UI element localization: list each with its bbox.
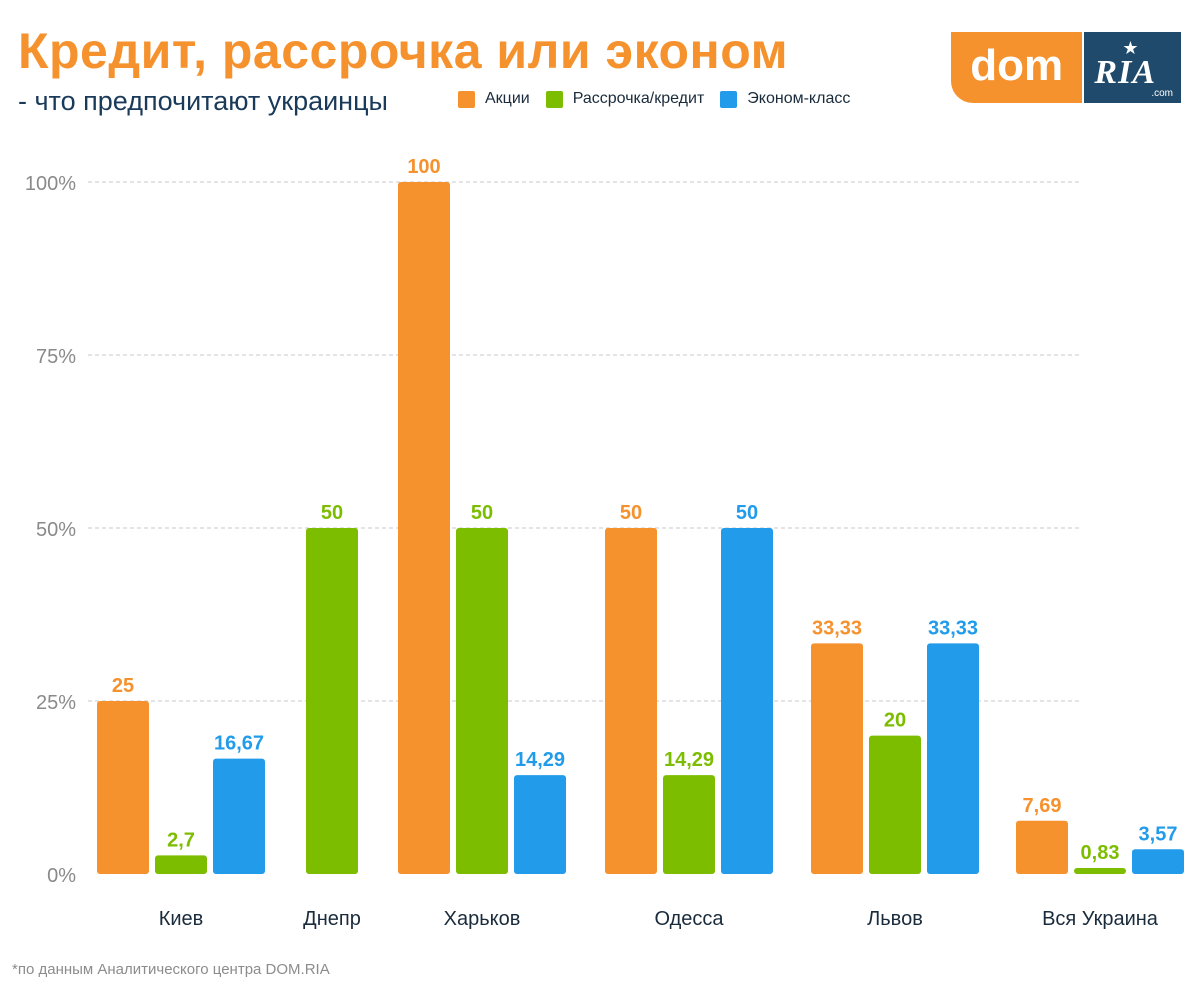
legend: Акции Рассрочка/кредит Эконом-класс: [458, 90, 850, 108]
data-label: 50: [736, 502, 758, 524]
data-label: 25: [112, 675, 134, 697]
legend-item-aktsii: Акции: [458, 90, 530, 108]
data-label: 100: [407, 156, 440, 178]
logo-com-text: .com: [1151, 88, 1173, 99]
bar: [456, 528, 508, 874]
bar: [155, 855, 207, 874]
legend-swatch-aktsii: [458, 90, 475, 108]
x-category-label: Киев: [159, 908, 204, 930]
data-label: 20: [884, 710, 906, 732]
legend-label-rassrochka: Рассрочка/кредит: [572, 90, 705, 107]
footnote: *по данным Аналитического центра DOM.RIA: [12, 961, 330, 978]
bar: [1074, 868, 1126, 874]
chart-title: Кредит, рассрочка или эконом: [18, 23, 789, 79]
legend-label-ekonom: Эконом-класс: [747, 90, 851, 107]
legend-swatch-rassrochka: [545, 90, 563, 108]
data-label: 14,29: [664, 749, 714, 771]
data-label: 33,33: [928, 617, 978, 639]
bar: [1016, 820, 1068, 874]
data-label: 50: [471, 502, 493, 524]
x-category-label: Вся Украина: [1042, 908, 1159, 930]
data-label: 0,83: [1081, 842, 1120, 864]
data-label: 14,29: [515, 749, 565, 771]
data-label: 2,7: [167, 829, 195, 851]
domria-logo: dom ★ RIA .com: [951, 32, 1181, 103]
y-tick-label: 50%: [36, 519, 76, 541]
bar: [721, 528, 773, 874]
x-category-label: Харьков: [444, 908, 521, 930]
bar: [927, 643, 979, 874]
data-label: 33,33: [812, 617, 862, 639]
bar: [306, 528, 358, 874]
bar: [213, 758, 265, 874]
bar: [605, 528, 657, 874]
bar: [398, 182, 450, 874]
legend-label-aktsii: Акции: [485, 90, 530, 107]
y-tick-label: 100%: [25, 173, 76, 195]
bar: [1132, 849, 1184, 874]
chart-subtitle: - что предпочитают украинцы: [18, 86, 388, 116]
bar: [97, 701, 149, 874]
data-label: 50: [620, 502, 642, 524]
star-icon: ★: [1122, 38, 1139, 58]
x-category-label: Днепр: [303, 908, 361, 930]
data-label: 16,67: [214, 733, 264, 755]
bar: [869, 735, 921, 874]
data-label: 7,69: [1023, 795, 1062, 817]
y-tick-label: 75%: [36, 346, 76, 368]
bar: [811, 643, 863, 874]
logo-ria: ★ RIA .com: [1084, 32, 1181, 103]
legend-item-rassrochka: Рассрочка/кредит: [545, 90, 705, 108]
data-label: 50: [321, 502, 343, 524]
bar: [514, 775, 566, 874]
legend-item-ekonom: Эконом-класс: [720, 90, 850, 108]
x-category-label: Одесса: [654, 908, 724, 930]
logo-dom: dom: [951, 32, 1083, 103]
logo-ria-text: RIA: [1094, 54, 1157, 91]
legend-swatch-ekonom: [720, 90, 738, 108]
data-label: 3,57: [1139, 823, 1178, 845]
x-category-label: Львов: [867, 908, 923, 930]
y-tick-label: 25%: [36, 692, 76, 714]
bar: [663, 775, 715, 874]
y-tick-label: 0%: [47, 865, 76, 887]
